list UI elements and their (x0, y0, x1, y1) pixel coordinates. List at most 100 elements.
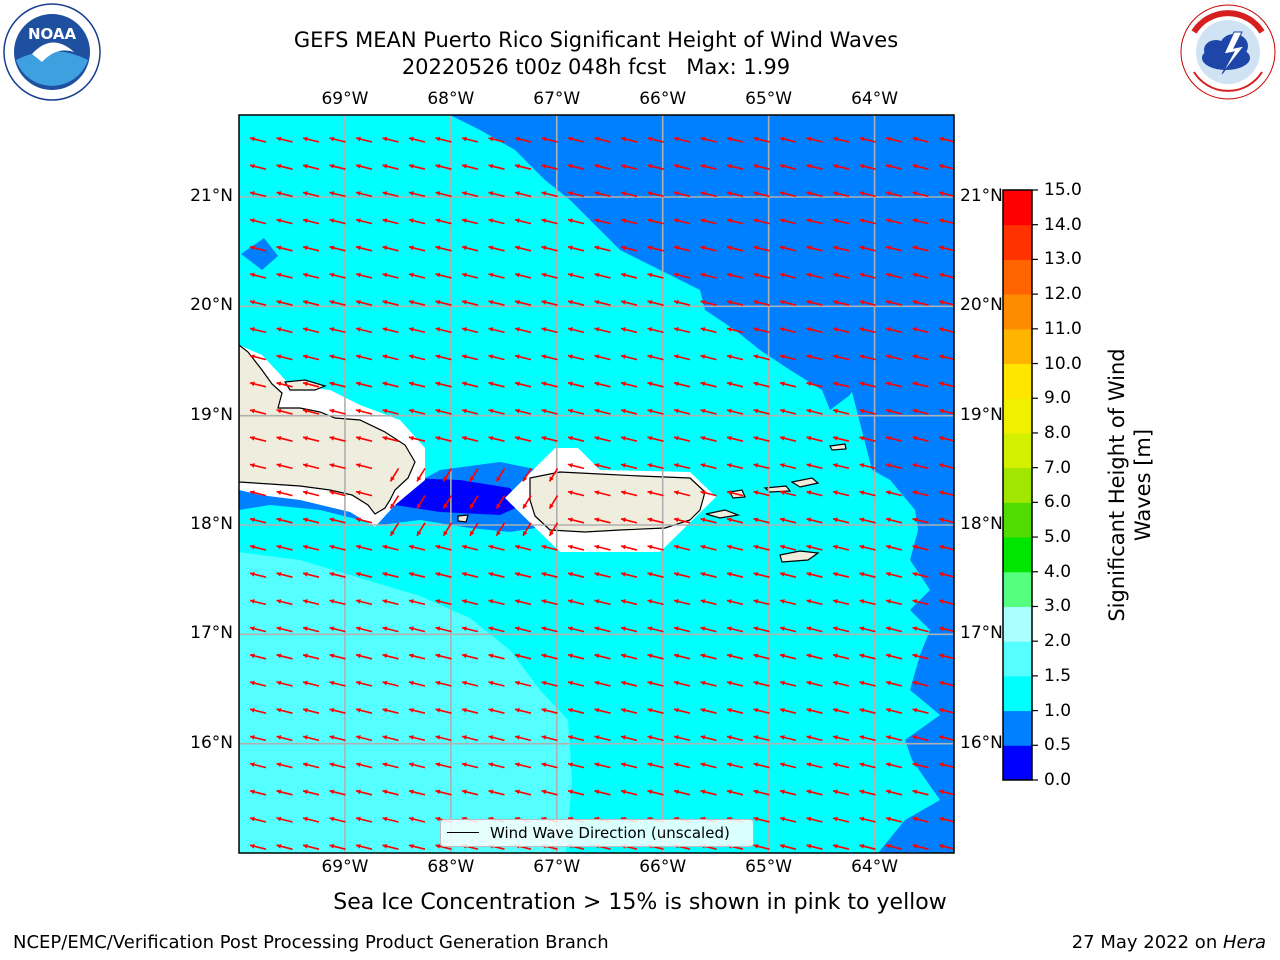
wave-direction-arrow (249, 463, 267, 470)
wave-direction-arrow (382, 653, 399, 660)
wave-direction-arrow (548, 522, 559, 537)
axis-tick-label: 17°N (960, 623, 1003, 644)
wave-direction-arrow (488, 544, 505, 551)
wave-direction-arrow (779, 789, 797, 796)
wave-direction-arrow (779, 327, 797, 334)
wave-direction-arrow (329, 571, 346, 578)
wave-direction-arrow (461, 327, 479, 334)
wave-direction-arrow (594, 707, 611, 714)
wave-direction-arrow (938, 408, 954, 415)
wave-direction-arrow (832, 517, 850, 524)
wave-direction-arrow (382, 272, 399, 279)
wave-direction-arrow (355, 381, 373, 388)
wave-direction-arrow (673, 680, 691, 687)
wave-direction-arrow (779, 626, 797, 633)
wave-direction-arrow (249, 653, 267, 660)
wave-direction-arrow (885, 653, 903, 660)
wave-direction-arrow (461, 163, 479, 170)
wave-direction-arrow (806, 136, 823, 143)
wave-direction-arrow (355, 163, 373, 170)
wave-direction-arrow (355, 136, 373, 143)
wave-direction-arrow (514, 653, 532, 660)
wave-direction-arrow (567, 136, 585, 143)
wave-direction-arrow (382, 571, 399, 578)
wave-direction-arrow (673, 272, 691, 279)
wave-direction-arrow (329, 599, 346, 606)
wave-direction-arrow (522, 467, 532, 482)
wave-direction-arrow (355, 843, 373, 850)
wave-direction-arrow (355, 816, 373, 823)
axis-tick-label: 19°N (190, 404, 233, 425)
wave-direction-arrow (753, 327, 770, 334)
wave-direction-arrow (355, 218, 373, 225)
wave-direction-arrow (779, 218, 797, 225)
wave-direction-arrow (700, 571, 717, 578)
wave-direction-arrow (806, 599, 823, 606)
wave-direction-arrow (753, 789, 770, 796)
colorbar-tick-label: 3.0 (1044, 596, 1072, 617)
wave-direction-arrow (806, 163, 823, 170)
wave-direction-arrow (541, 544, 558, 551)
wave-direction-arrow (832, 408, 850, 415)
wave-direction-arrow (382, 327, 399, 334)
wave-direction-arrow (700, 599, 717, 606)
wave-direction-arrow (355, 707, 373, 714)
wave-direction-arrow (779, 408, 797, 415)
map-gridlines (239, 115, 954, 853)
wave-direction-arrow (302, 816, 320, 823)
wave-direction-arrow (594, 435, 611, 442)
wave-direction-arrow (753, 272, 770, 279)
wave-direction-arrow (779, 191, 797, 198)
wave-direction-arrow (673, 245, 691, 252)
wave-direction-arrow (302, 571, 320, 578)
wave-direction-arrow (382, 435, 399, 442)
wave-field-blue-northeast (450, 115, 954, 853)
wave-direction-arrow (594, 789, 611, 796)
wave-direction-arrow (673, 163, 691, 170)
wave-direction-arrow (495, 495, 506, 510)
axis-tick-label: 68°W (427, 857, 475, 877)
wave-direction-arrow (885, 599, 903, 606)
wave-direction-arrow (832, 762, 850, 769)
wave-direction-arrow (355, 571, 373, 578)
wave-direction-arrow (435, 136, 452, 143)
wave-direction-arrow (541, 245, 558, 252)
wave-direction-arrow (620, 735, 638, 742)
title-line-2: 20220526 t00z 048h fcst Max: 1.99 (401, 55, 791, 79)
wave-direction-arrow (859, 517, 876, 524)
wave-direction-arrow (329, 272, 346, 279)
wave-direction-arrow (461, 789, 479, 796)
wave-direction-arrow (302, 680, 320, 687)
wave-direction-arrow (302, 626, 320, 633)
wave-direction-arrow (276, 599, 293, 606)
wave-direction-arrow (779, 136, 797, 143)
wave-direction-arrow (620, 599, 638, 606)
wave-direction-arrow (620, 571, 638, 578)
wave-direction-arrow (594, 571, 611, 578)
wave-direction-arrow (355, 544, 373, 551)
wave-direction-arrow (726, 735, 744, 742)
wave-direction-arrow (647, 490, 664, 497)
wave-direction-arrow (408, 218, 426, 225)
wave-direction-arrow (488, 327, 505, 334)
wave-direction-arrow (435, 327, 452, 334)
wave-direction-arrow (832, 490, 850, 497)
wave-direction-arrow (567, 463, 585, 470)
axis-tick-label: 18°N (190, 514, 233, 534)
wave-direction-arrow (302, 707, 320, 714)
wave-direction-arrow (620, 653, 638, 660)
wave-direction-arrow (329, 816, 346, 823)
colorbar-segment (1003, 745, 1032, 781)
wave-direction-arrow (435, 381, 452, 388)
colorbar-segment (1003, 467, 1032, 503)
wave-field-light-cyan (239, 552, 572, 853)
wave-direction-arrow (382, 816, 399, 823)
wave-direction-arrow (276, 136, 293, 143)
wave-direction-arrow (435, 653, 452, 660)
wave-direction-arrow (435, 408, 452, 415)
wave-direction-arrow (408, 735, 426, 742)
wave-direction-arrow (594, 626, 611, 633)
wave-direction-arrow (620, 490, 638, 497)
wave-direction-arrow (753, 816, 770, 823)
noaa-logo-text: NOAA (28, 25, 77, 43)
